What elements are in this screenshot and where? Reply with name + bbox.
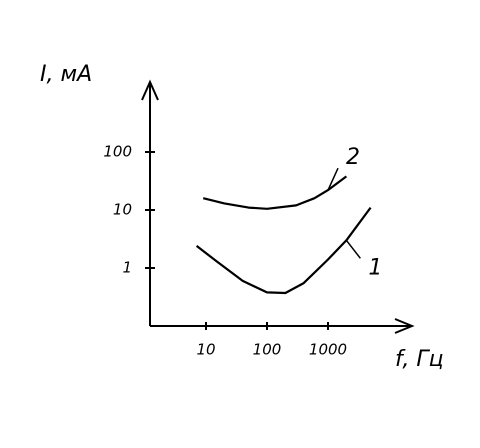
- line: [195, 206, 372, 295]
- x-tick-label: 10: [196, 341, 215, 359]
- x-tick-label: 1000: [309, 341, 347, 359]
- x-arrow: [394, 318, 415, 334]
- y-tick-label: 10: [113, 201, 132, 219]
- leader-line: [345, 239, 361, 259]
- leader-line: [327, 167, 339, 191]
- series-label: 1: [368, 255, 382, 280]
- line: [202, 175, 348, 210]
- y-tick-label: 1: [122, 259, 132, 277]
- series-label: 2: [346, 145, 360, 170]
- y-arrow: [141, 79, 159, 101]
- y-tick-label: 100: [103, 143, 132, 161]
- y-axis-label: I, мА: [40, 62, 92, 87]
- x-tick-label: 100: [253, 341, 282, 359]
- x-axis-label: f, Гц: [395, 347, 444, 372]
